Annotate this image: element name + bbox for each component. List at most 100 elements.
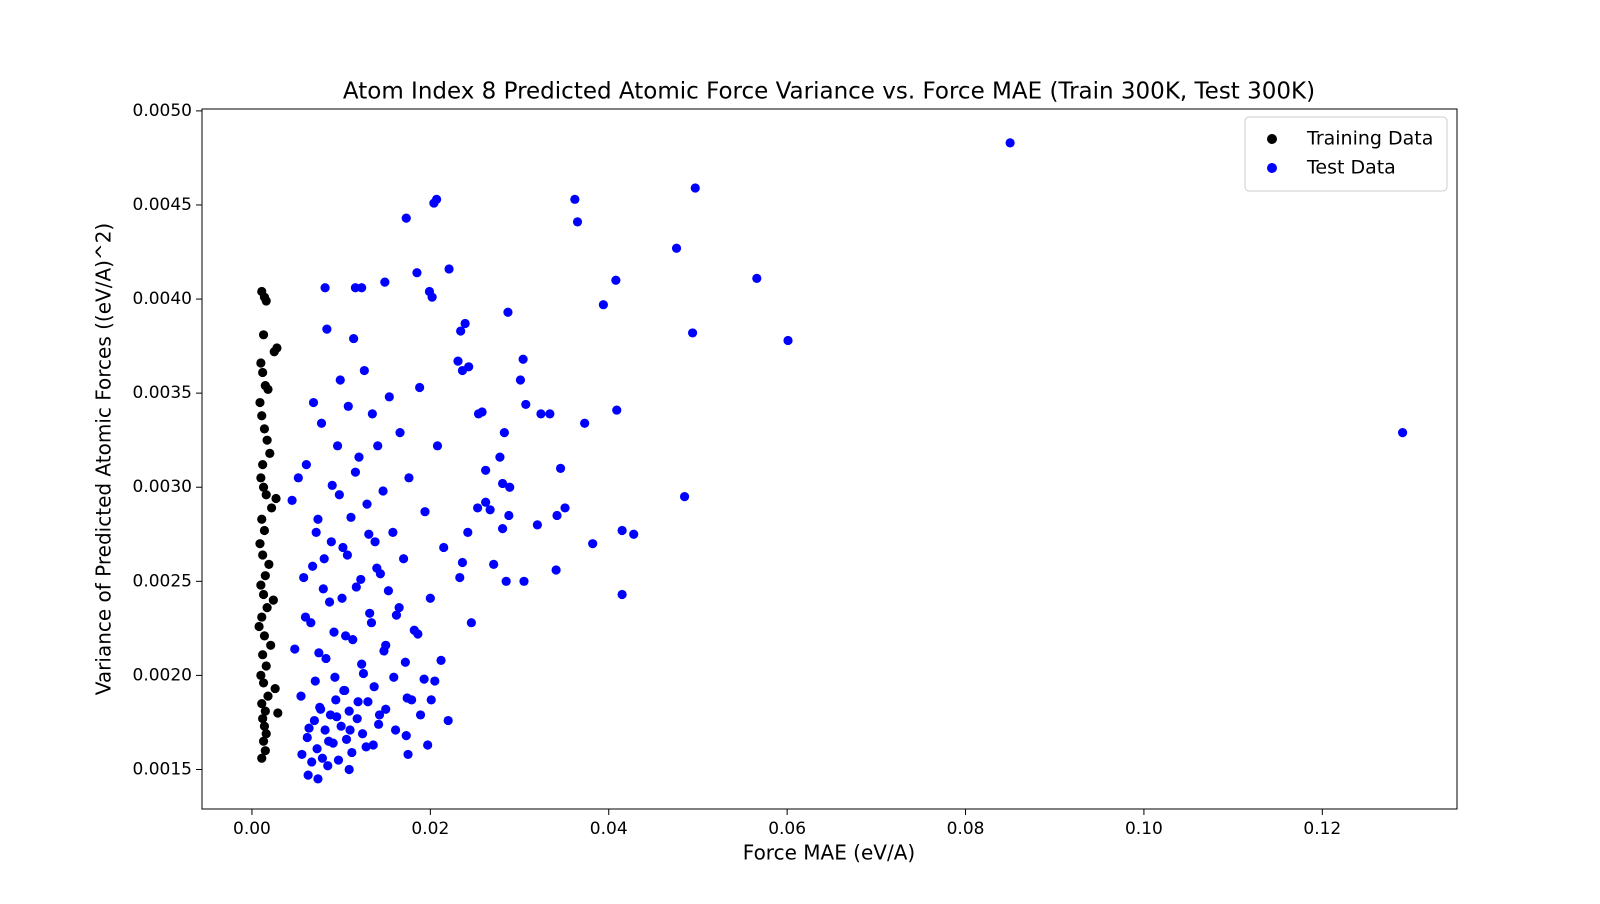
point (357, 283, 367, 293)
point (521, 399, 531, 410)
point (325, 710, 336, 720)
point (263, 691, 273, 701)
point (348, 635, 358, 645)
point (269, 347, 279, 357)
point (425, 593, 435, 603)
point (301, 460, 311, 470)
point (536, 409, 546, 419)
x-tick-label: 0.00 (233, 819, 271, 839)
point (299, 572, 309, 583)
point (365, 608, 375, 618)
point (519, 576, 529, 586)
legend-label: Test Data (1306, 157, 1396, 179)
point (460, 318, 470, 329)
point (350, 467, 361, 477)
point (395, 428, 405, 438)
point (368, 740, 378, 750)
point (315, 702, 325, 712)
y-tick-label: 0.0050 (133, 101, 192, 121)
point (320, 725, 330, 735)
x-tick-label: 0.12 (1303, 819, 1341, 839)
legend-marker (1267, 163, 1277, 173)
point (430, 676, 440, 686)
point (415, 710, 426, 720)
point (339, 685, 349, 696)
point (334, 490, 344, 500)
point (457, 557, 468, 568)
point (256, 670, 266, 680)
y-tick-label: 0.0040 (133, 289, 192, 309)
point (258, 482, 269, 492)
point (403, 749, 413, 760)
point (515, 375, 526, 385)
point (270, 683, 280, 694)
point (328, 738, 338, 748)
point (372, 563, 382, 573)
point (495, 452, 505, 462)
point (402, 693, 412, 703)
point (555, 463, 566, 474)
x-tick-label: 0.08 (947, 819, 985, 839)
point (383, 586, 394, 596)
point (343, 401, 353, 411)
point (262, 435, 272, 445)
point (436, 655, 446, 665)
point (518, 354, 528, 364)
point (373, 441, 383, 451)
point (358, 668, 369, 679)
point (346, 512, 356, 522)
point (259, 525, 270, 536)
point (390, 725, 401, 735)
point (265, 448, 275, 458)
point (412, 268, 422, 278)
point (432, 441, 443, 451)
point (302, 732, 312, 743)
point (273, 708, 283, 718)
legend-marker (1267, 134, 1277, 144)
point (261, 729, 271, 739)
point (258, 460, 268, 470)
point (258, 678, 269, 688)
point (317, 753, 328, 763)
point (354, 452, 364, 462)
point (258, 330, 269, 340)
point (357, 729, 368, 739)
point (304, 723, 314, 733)
point (420, 507, 430, 517)
point (419, 674, 429, 684)
point (443, 715, 453, 726)
point (552, 510, 562, 521)
point (473, 503, 483, 513)
point (497, 478, 508, 489)
point (256, 473, 266, 483)
x-tick-label: 0.10 (1125, 819, 1163, 839)
point (497, 524, 508, 534)
point (307, 757, 317, 767)
point (413, 629, 423, 639)
point (300, 612, 311, 622)
point (367, 409, 377, 419)
point (312, 744, 322, 754)
x-tick-label: 0.06 (768, 819, 806, 839)
point (309, 715, 319, 726)
point (357, 659, 367, 669)
point (481, 497, 491, 507)
point (308, 561, 318, 571)
y-tick-label: 0.0025 (133, 571, 192, 591)
point (344, 764, 354, 775)
point (335, 375, 345, 385)
point (429, 198, 439, 208)
point (504, 510, 514, 521)
x-axis-label: Force MAE (eV/A) (743, 841, 915, 865)
point (366, 618, 377, 628)
point (671, 243, 682, 253)
point (318, 584, 328, 594)
point (370, 537, 380, 547)
point (456, 326, 466, 336)
point (256, 358, 266, 368)
point (356, 574, 366, 585)
point (338, 542, 348, 553)
point (466, 618, 476, 628)
point (532, 520, 542, 530)
point (255, 397, 265, 408)
